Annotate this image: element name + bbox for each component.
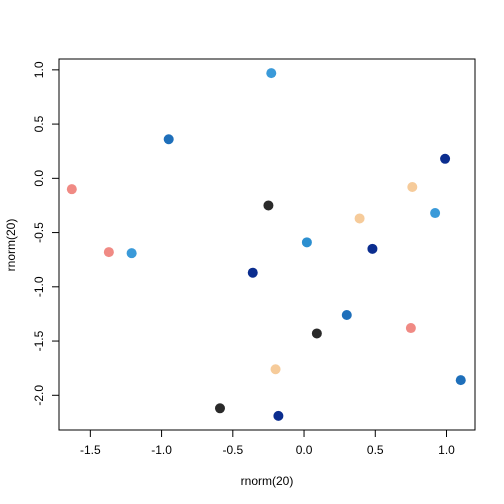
data-point [273,410,284,421]
data-point [266,68,277,79]
data-point [163,134,174,145]
data-point [405,323,416,334]
y-tick-label: 0.0 [32,170,46,187]
x-tick-label: 0.5 [367,443,384,457]
x-axis-title: rnorm(20) [241,474,294,488]
data-point [214,403,225,414]
data-points [66,68,466,421]
x-tick-label: 0.0 [296,443,313,457]
data-point [270,364,281,375]
data-point [341,310,352,321]
data-point [407,182,418,193]
data-point [126,248,137,259]
x-tick-label: -1.0 [151,443,172,457]
data-point [247,267,258,278]
y-tick-label: 0.5 [32,115,46,132]
x-tick-label: 1.0 [438,443,455,457]
y-tick-label: -2.0 [32,385,46,406]
data-point [263,200,274,211]
y-axis-title: rnorm(20) [4,219,18,272]
y-tick-label: -1.0 [32,276,46,297]
data-point [311,328,322,339]
x-tick-label: -0.5 [222,443,243,457]
x-tick-label: -1.5 [80,443,101,457]
data-point [430,208,441,219]
data-point [354,213,365,224]
data-point [66,184,77,195]
data-point [103,247,114,258]
y-axis: -2.0 -1.5 -1.0 -0.5 0.0 0.5 1.0 [32,61,60,406]
data-point [440,153,451,164]
data-point [367,243,378,254]
data-point [455,375,466,386]
x-axis: -1.5 -1.0 -0.5 0.0 0.5 1.0 [80,429,455,457]
y-tick-label: -0.5 [32,222,46,243]
plot-frame [58,58,476,431]
y-tick-label: -1.5 [32,330,46,351]
y-tick-label: 1.0 [32,61,46,78]
data-point [301,237,312,248]
